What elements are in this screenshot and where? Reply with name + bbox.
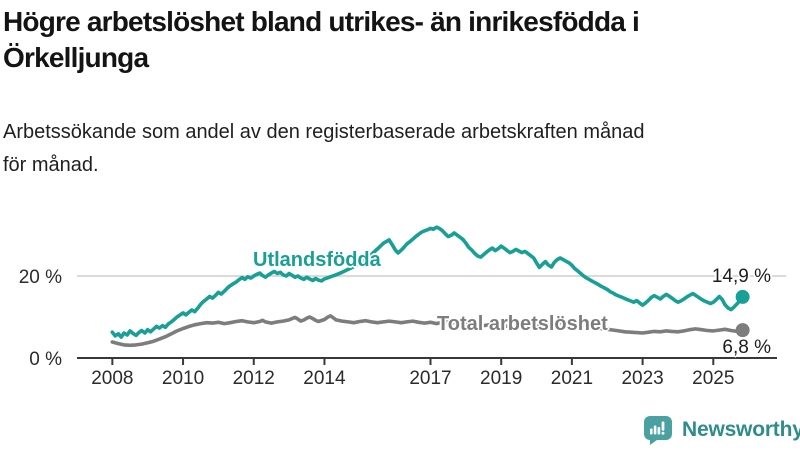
x-tick-label-2017: 2017 [409, 368, 451, 389]
series-line-0 [110, 225, 745, 339]
series-label-total-arbetsloshet: Total arbetslöshet [437, 313, 608, 335]
x-tick-label-2025: 2025 [692, 368, 734, 389]
newsworthy-branding: Newsworthy [644, 415, 800, 445]
page-subtitle: Arbetssökande som andel av den registerb… [3, 121, 645, 176]
end-dot-series-0 [735, 289, 750, 304]
end-dot-series-1 [735, 323, 750, 338]
y-tick-label-0%: 0 % [29, 349, 62, 370]
x-tick-label-2010: 2010 [162, 368, 204, 389]
end-value-label-utlandsfodda: 14,9 % [711, 266, 771, 287]
newsworthy-wordmark: Newsworthy [682, 418, 800, 441]
page-title: Högre arbetslöshet bland utrikes- än inr… [3, 6, 640, 73]
x-tick-label-2014: 2014 [303, 368, 346, 389]
x-tick-label-2023: 2023 [621, 368, 663, 389]
end-value-label-total: 6,8 % [722, 337, 771, 358]
x-tick-label-2008: 2008 [91, 368, 133, 389]
x-tick-label-2019: 2019 [480, 368, 522, 389]
y-tick-label-20%: 20 % [19, 267, 62, 288]
x-tick-label-2012: 2012 [233, 368, 275, 389]
x-tick-label-2021: 2021 [551, 368, 593, 389]
series-line-1 [110, 313, 745, 348]
series-label-utlandsfodda: Utlandsfödda [253, 249, 381, 271]
newsworthy-logo-icon [644, 415, 672, 445]
